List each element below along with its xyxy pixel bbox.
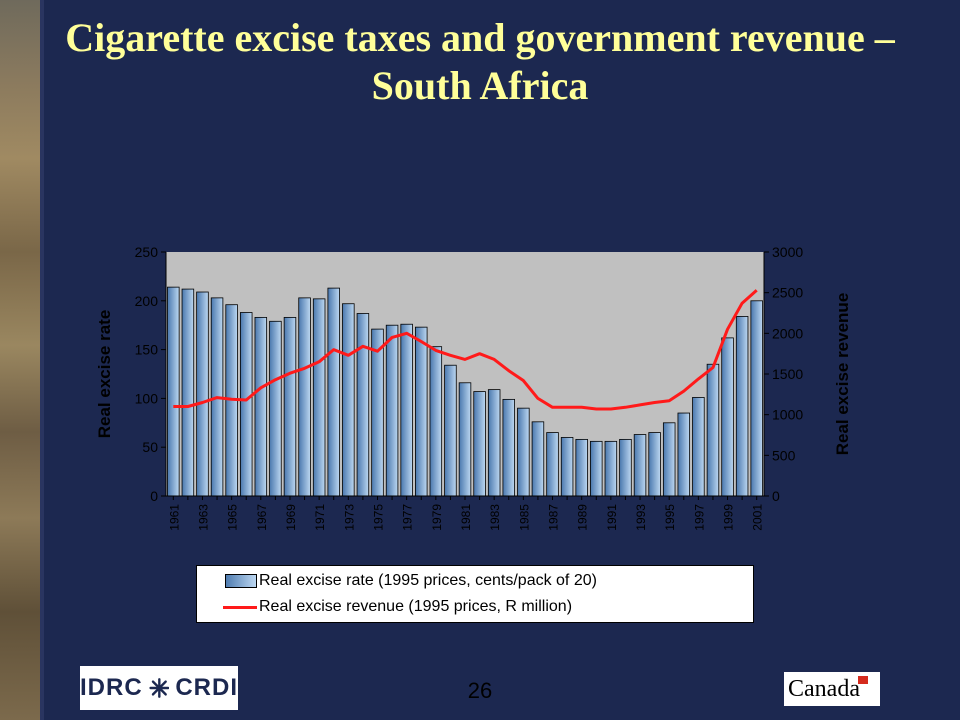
logo-text-crdi: CRDI [175, 674, 238, 701]
tick-x-label: 1961 [167, 504, 181, 531]
bar-1992 [619, 438, 632, 497]
tick-x-label: 1975 [371, 504, 385, 531]
tick-x-label: 1969 [284, 504, 298, 531]
sidebar-divider [40, 0, 44, 720]
tick-x-label: 1979 [430, 504, 444, 531]
bar-1995 [662, 422, 676, 497]
bar-1987 [546, 432, 559, 497]
tick-right-label: 500 [772, 447, 796, 463]
bar-1963 [196, 291, 209, 497]
tick-x-label: 1971 [313, 504, 327, 531]
bar-1981 [458, 382, 472, 497]
bar-1997 [692, 397, 705, 497]
bar-1967 [254, 316, 268, 497]
tick-x-label: 1967 [255, 504, 269, 531]
tick-right-label: 3000 [772, 244, 803, 260]
bar-1970 [298, 297, 311, 497]
tick-x-label: 1987 [547, 504, 561, 531]
tick-left-label: 50 [142, 439, 158, 455]
bar-1999 [721, 337, 734, 497]
bar-1961 [167, 286, 180, 497]
idrc-crdi-logo: IDRC CRDI [80, 666, 238, 710]
tick-x-label: 1991 [605, 504, 619, 531]
legend-swatch-bar [225, 574, 257, 588]
bar-1985 [517, 407, 530, 497]
canada-flag-icon [858, 676, 868, 684]
tick-x-label: 1989 [576, 504, 590, 531]
bar-1962 [181, 288, 195, 497]
bar-1979 [429, 346, 443, 497]
chart-legend: Real excise rate (1995 prices, cents/pac… [196, 565, 754, 623]
tick-right-label: 2000 [772, 325, 803, 341]
bar-1993 [633, 434, 647, 497]
y-axis-right-label: Real excise revenue [833, 293, 852, 456]
bar-1986 [531, 421, 545, 497]
tick-left-label: 250 [135, 244, 159, 260]
tick-x-label: 1997 [692, 504, 706, 531]
bar-1977 [400, 323, 413, 497]
decorative-sidebar [0, 0, 40, 720]
tick-x-label: 1963 [196, 504, 210, 531]
tick-left-label: 100 [135, 390, 159, 406]
canada-wordmark: Canada [784, 672, 880, 706]
legend-item-excise-rate: Real excise rate (1995 prices, cents/pac… [225, 570, 597, 592]
tick-x-label: 1985 [517, 504, 531, 531]
bar-1978 [415, 326, 428, 497]
bar-2001 [750, 300, 763, 497]
tick-x-label: 1977 [401, 504, 415, 531]
bar-1969 [283, 316, 297, 497]
tick-right-label: 1500 [772, 366, 803, 382]
bar-1994 [648, 432, 661, 497]
bar-1983 [487, 389, 501, 497]
slide-footer: IDRC CRDI 26 Canada [40, 662, 960, 720]
tick-x-label: 1973 [342, 504, 356, 531]
bar-1971 [312, 298, 326, 497]
snowflake-star-icon [149, 678, 169, 698]
bar-1996 [677, 412, 691, 497]
tick-right-label: 1000 [772, 407, 803, 423]
bar-1974 [356, 313, 370, 497]
bar-1984 [502, 398, 515, 497]
logo-text-idrc: IDRC [80, 674, 143, 701]
page-number: 26 [467, 678, 493, 703]
bar-1982 [473, 391, 486, 497]
bar-2000 [735, 316, 749, 497]
legend-item-excise-revenue: Real excise revenue (1995 prices, R mill… [223, 596, 573, 618]
bar-1988 [560, 437, 574, 497]
tick-x-label: 2001 [751, 504, 765, 531]
legend-label-excise-rate: Real excise rate (1995 prices, cents/pac… [259, 572, 597, 589]
slide-title: Cigarette excise taxes and government re… [65, 15, 895, 108]
tick-x-label: 1965 [226, 504, 240, 531]
bar-1976 [385, 324, 399, 497]
legend-label-excise-revenue: Real excise revenue (1995 prices, R mill… [259, 598, 573, 615]
bar-1980 [444, 364, 457, 497]
tick-left-label: 200 [135, 293, 159, 309]
legend-swatch-line [223, 605, 257, 609]
bar-1968 [269, 320, 282, 497]
bar-1975 [371, 328, 384, 497]
bar-1972 [327, 287, 340, 497]
bar-1990 [590, 440, 603, 497]
tick-left-label: 150 [135, 342, 159, 358]
bar-1998 [706, 363, 720, 497]
tick-x-label: 1983 [488, 504, 502, 531]
tick-x-label: 1995 [663, 504, 677, 531]
bar-1973 [342, 303, 355, 497]
excise-chart: 0 50 100 150 200 250 0 500 1000 1500 2000 2500 3000… [95, 244, 852, 531]
bar-1989 [575, 438, 588, 497]
tick-x-label: 1999 [722, 504, 736, 531]
bar-1991 [604, 440, 618, 497]
tick-right-label: 0 [772, 488, 780, 504]
tick-x-label: 1981 [459, 504, 473, 531]
tick-left-label: 0 [150, 488, 158, 504]
canada-wordmark-text: Canada [788, 676, 860, 702]
revenue-line [173, 289, 758, 411]
bar-1966 [239, 312, 253, 497]
tick-x-label: 1993 [634, 504, 648, 531]
y-axis-left-label: Real excise rate [95, 310, 114, 439]
tick-right-label: 2500 [772, 285, 803, 301]
